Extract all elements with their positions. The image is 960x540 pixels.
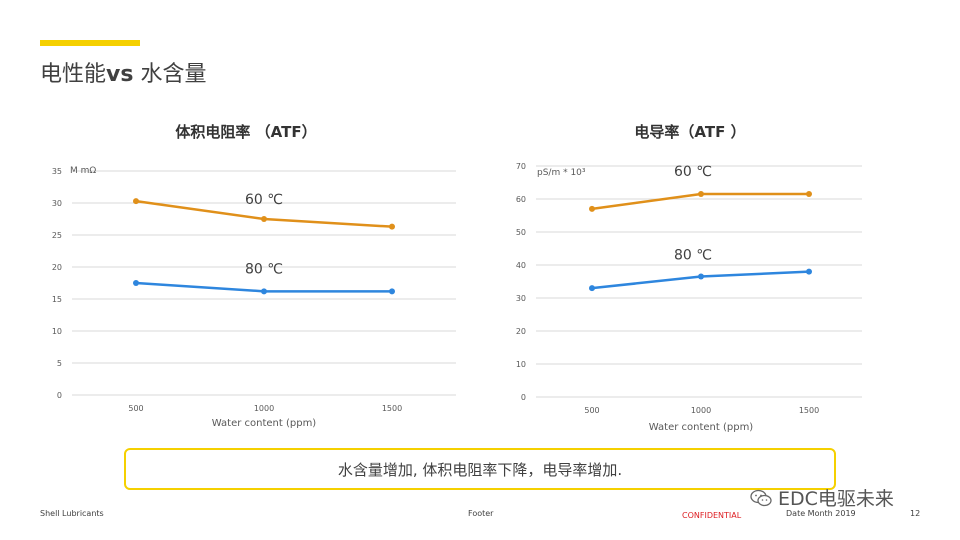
x-axis-label: Water content (ppm) [212,418,317,429]
slide-title: 电性能vs 水含量 [40,56,206,88]
y-tick-label: 30 [52,199,62,208]
data-point [133,198,139,205]
y-tick-label: 15 [52,295,62,304]
y-tick-label: 10 [52,327,62,336]
title-accent-bar [40,40,140,46]
footer-text: Footer [468,509,494,518]
footer-date: Date Month 2019 [786,509,856,518]
y-unit-label: pS/m * 10³ [537,168,586,178]
y-tick-label: 0 [57,391,62,400]
x-tick-label: 500 [584,406,599,415]
slide-title-part1: 电性能 [40,62,107,87]
series-label: 60 ℃ [245,192,283,208]
data-point [261,216,267,222]
y-tick-label: 30 [516,294,526,303]
data-point [389,288,395,295]
x-tick-label: 500 [128,404,143,413]
y-tick-label: 70 [516,162,526,171]
x-tick-label: 1000 [254,404,274,413]
y-tick-label: 20 [52,263,62,272]
series-label: 80 ℃ [674,248,712,264]
y-tick-label: 20 [516,327,526,336]
x-tick-label: 1500 [382,404,402,413]
watermark-text: EDC电驱未来 [778,488,894,510]
data-point [589,205,595,212]
chart-title-resistivity: 体积电阻率 （ATF） [175,123,317,141]
data-point [133,280,139,286]
callout-text: 水含量增加, 体积电阻率下降，电导率增加. [337,460,623,479]
x-axis-label: Water content (ppm) [649,422,754,433]
y-tick-label: 50 [516,228,526,237]
data-point [698,191,704,198]
data-point [698,273,704,280]
chart-title-conductivity: 电导率（ATF ） [634,123,746,141]
conclusion-callout: 水含量增加, 体积电阻率下降，电导率增加. [124,448,836,490]
y-tick-label: 25 [52,231,62,240]
y-unit-label: M mΩ [70,166,96,176]
footer-confidential: CONFIDENTIAL [682,511,742,520]
data-point [589,285,595,292]
series-label: 80 ℃ [245,261,283,277]
watermark: EDC电驱未来 [750,484,894,511]
y-tick-label: 5 [57,359,62,368]
footer-company: Shell Lubricants [40,509,104,518]
y-tick-label: 10 [516,360,526,369]
wechat-icon [750,489,772,506]
series-label: 60 ℃ [674,164,712,180]
x-tick-label: 1500 [799,406,819,415]
y-tick-label: 40 [516,261,526,270]
slide-title-part2: 水含量 [133,62,207,87]
y-tick-label: 0 [521,393,526,402]
data-point [806,268,812,275]
y-tick-label: 60 [516,195,526,204]
y-tick-label: 35 [52,167,62,176]
footer-page-number: 12 [910,509,921,518]
slide-title-vs: vs [106,62,134,87]
data-point [261,288,267,295]
data-point [389,223,395,230]
x-tick-label: 1000 [691,406,711,415]
data-point [806,191,812,198]
